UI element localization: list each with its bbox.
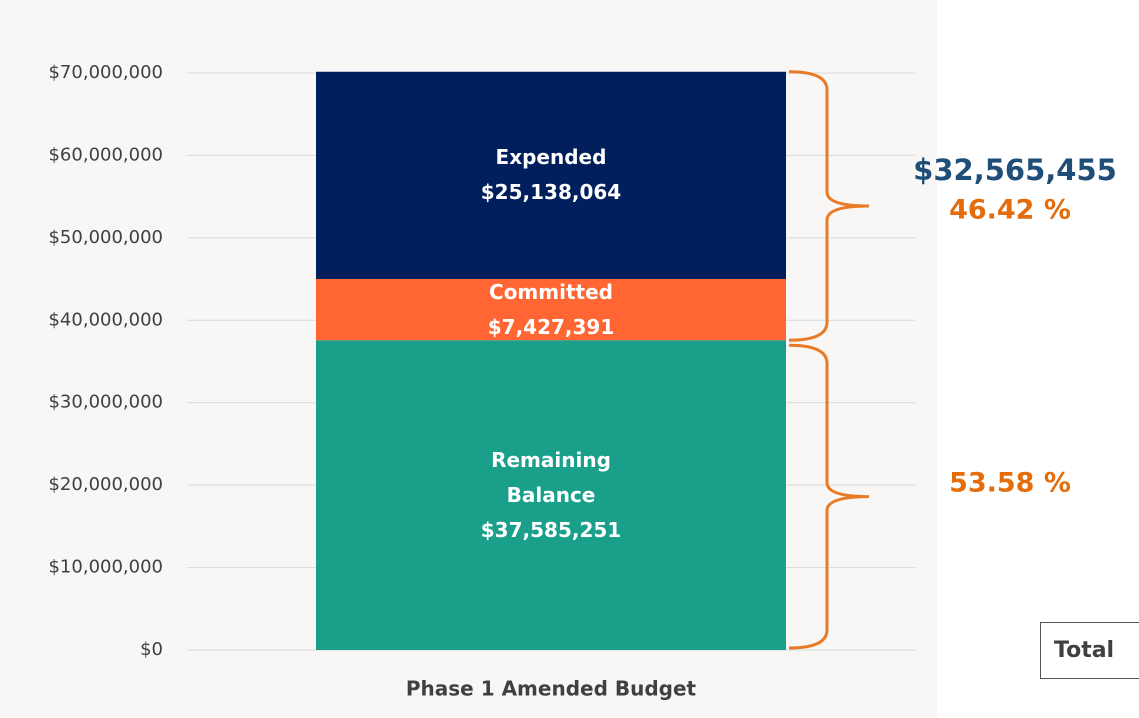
spent-total: $32,565,455 (913, 153, 1117, 187)
value-label: $25,138,064 (480, 180, 622, 205)
y-tick-label: $40,000,000 (48, 309, 163, 330)
series-name: Expended (495, 145, 607, 170)
value-label: $37,585,251 (480, 517, 622, 542)
value-label: $7,427,391 (487, 314, 615, 339)
y-tick-label: $70,000,000 (48, 62, 163, 83)
brace (788, 343, 870, 650)
data-label: Remaining Balance $37,585,251 (431, 395, 671, 595)
y-tick-label: $10,000,000 (48, 557, 163, 578)
data-label: Expended $25,138,064 (431, 75, 671, 275)
bar-segment (316, 71, 786, 279)
y-tick-label: $0 (140, 639, 163, 660)
brace (788, 70, 870, 342)
y-tick-label: $60,000,000 (48, 144, 163, 165)
series-name: Remaining Balance (491, 447, 611, 507)
data-label: Committed $7,427,391 (431, 210, 671, 410)
bar-segment (316, 278, 786, 341)
bars (316, 71, 786, 650)
spent-percent: 46.42 % (949, 195, 1071, 226)
total-box (1040, 622, 1139, 679)
y-tick-label: $20,000,000 (48, 474, 163, 495)
y-tick-label: $30,000,000 (48, 392, 163, 413)
bar-segment (316, 340, 786, 650)
remaining-percent: 53.58 % (949, 468, 1071, 499)
total-label: Total (1054, 638, 1114, 663)
x-tick-label: Phase 1 Amended Budget (406, 677, 697, 701)
series-name: Committed (489, 279, 613, 304)
y-tick-label: $50,000,000 (48, 227, 163, 248)
braces (788, 70, 870, 650)
